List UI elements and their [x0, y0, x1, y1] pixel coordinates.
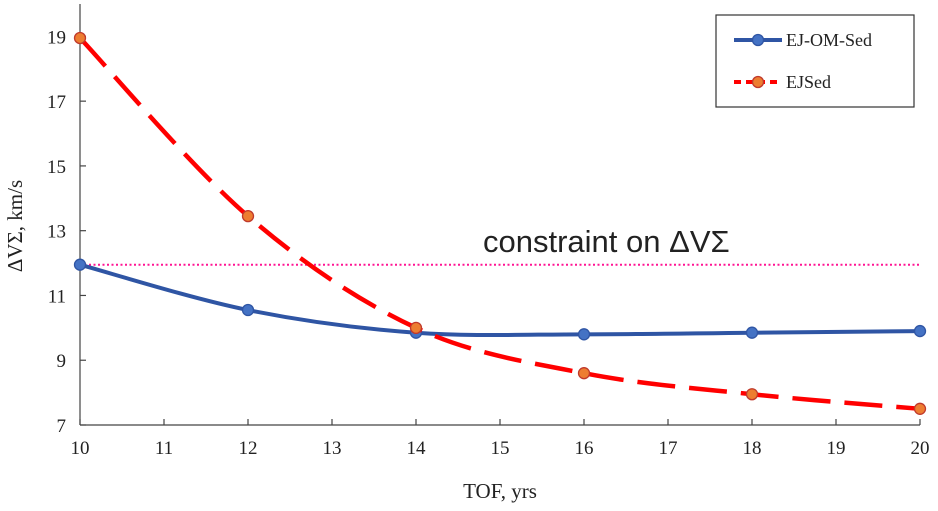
series-group: [73, 31, 927, 415]
data-point: [745, 388, 759, 401]
data-point: [241, 303, 255, 317]
series-line: [79, 262, 921, 338]
legend-label: EJSed: [786, 72, 831, 92]
legend-swatch-marker: [751, 75, 765, 89]
legend-label: EJ-OM-Sed: [786, 30, 872, 50]
data-point: [241, 209, 255, 223]
legend-item: EJSed: [734, 72, 831, 92]
x-tick-label: 13: [323, 438, 342, 459]
constraint-label: constraint on ΔVΣ: [483, 224, 730, 259]
data-point: [577, 328, 591, 341]
series-0: [73, 258, 927, 341]
data-point: [73, 31, 87, 45]
x-axis-ticks: 10 11 12 13 14 15 16 17 18 19 20: [71, 419, 930, 459]
x-tick-label: 19: [827, 438, 846, 459]
x-tick-label: 12: [239, 438, 258, 459]
x-tick-label: 10: [71, 438, 90, 459]
y-tick-label: 9: [57, 351, 67, 372]
y-tick-label: 15: [47, 157, 66, 178]
data-point: [577, 367, 591, 380]
legend: EJ-OM-Sed EJSed: [715, 14, 915, 108]
x-tick-label: 18: [743, 438, 762, 459]
y-tick-label: 7: [57, 416, 67, 437]
y-axis-label: ΔVΣ, km/s: [3, 180, 27, 272]
x-tick-label: 17: [659, 438, 678, 459]
y-tick-label: 19: [47, 27, 66, 48]
y-tick-label: 11: [48, 286, 66, 307]
x-tick-label: 15: [491, 438, 510, 459]
data-point: [913, 324, 927, 338]
y-tick-label: 17: [47, 92, 66, 113]
legend-item: EJ-OM-Sed: [734, 30, 872, 50]
data-point: [913, 402, 927, 415]
y-axis-ticks: 7 9 11 13 15 17 19: [47, 27, 86, 437]
data-point: [409, 321, 423, 334]
data-point: [73, 258, 87, 271]
y-tick-label: 13: [47, 222, 66, 243]
x-tick-label: 16: [575, 438, 594, 459]
legend-box: [715, 14, 915, 108]
x-axis-label: TOF, yrs: [463, 479, 537, 503]
x-tick-label: 20: [911, 438, 930, 459]
legend-swatch-marker: [751, 33, 765, 47]
x-tick-label: 11: [155, 438, 173, 459]
x-tick-label: 14: [407, 438, 427, 459]
data-point: [745, 326, 759, 339]
series-1: [73, 31, 927, 415]
